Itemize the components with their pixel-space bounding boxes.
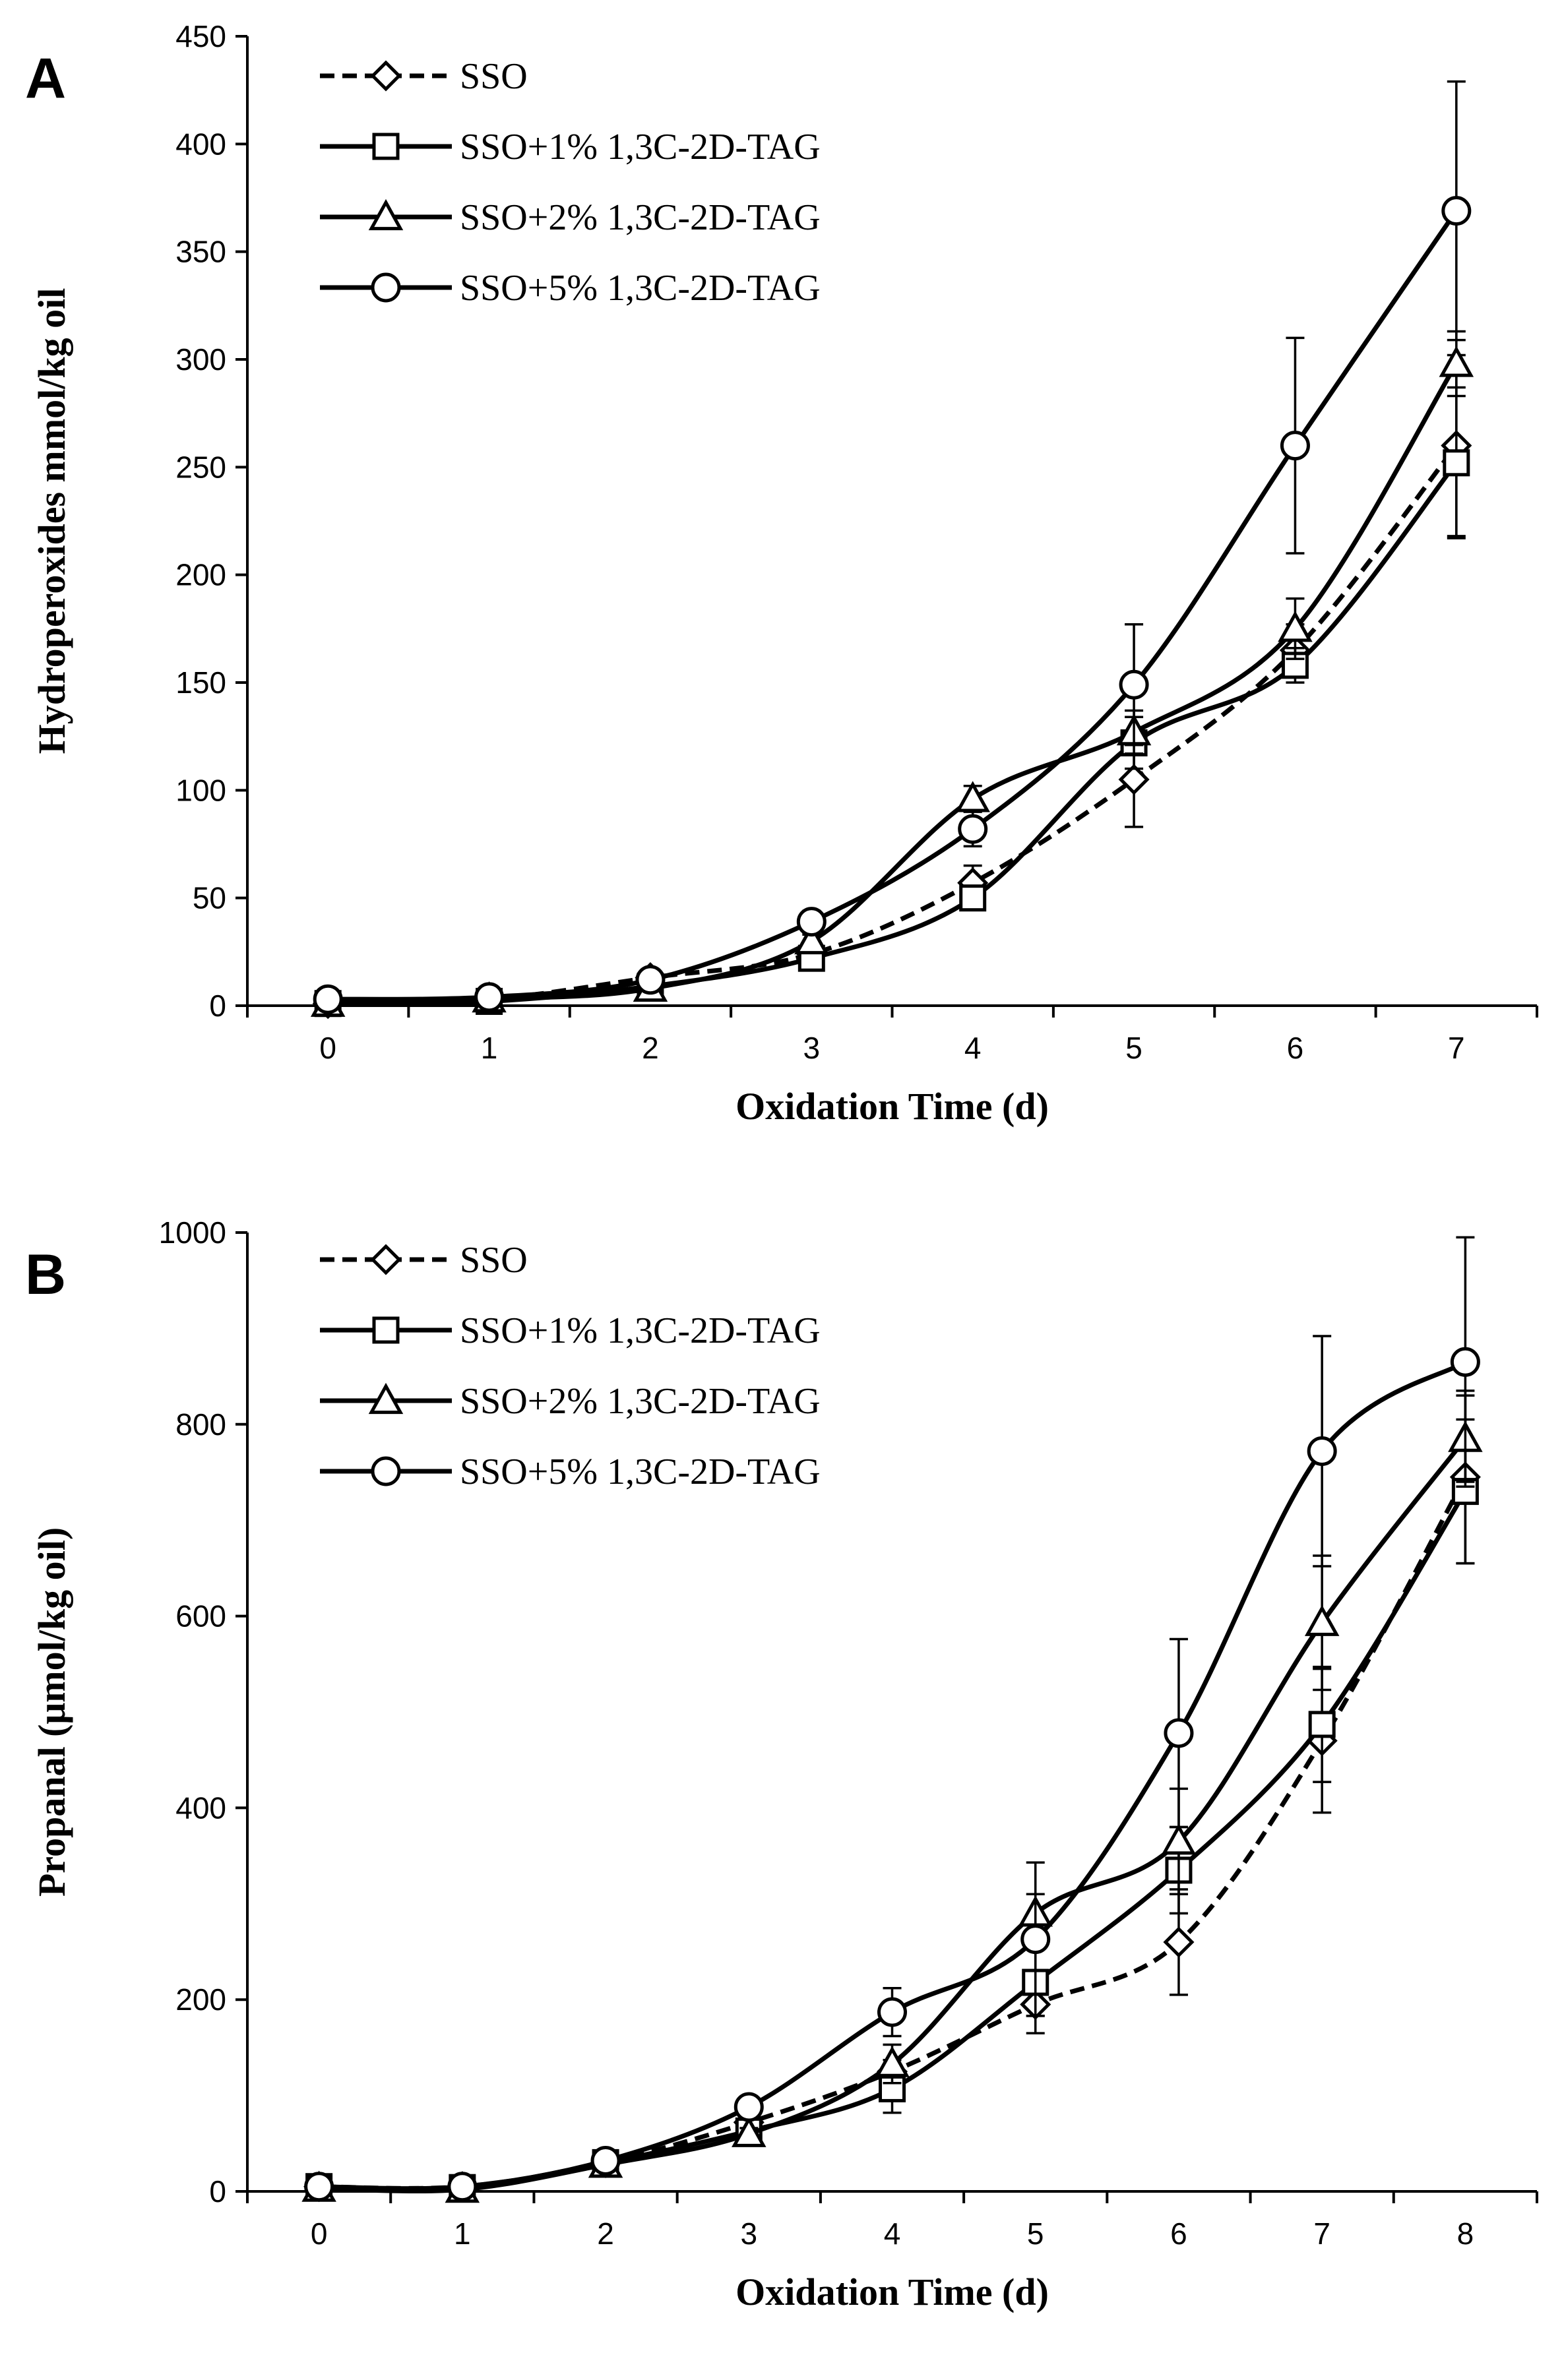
data-point: [1163, 1926, 1195, 1958]
panel-label: B: [25, 1243, 66, 1306]
x-tick-label: 0: [311, 2216, 328, 2251]
data-point: [313, 984, 343, 1014]
x-tick-label: 4: [964, 1031, 982, 1065]
data-point: [1441, 196, 1472, 226]
y-tick-label: 400: [175, 127, 226, 161]
x-axis-title: Oxidation Time (d): [735, 2271, 1049, 2313]
legend-label: SSO+1% 1,3C-2D-TAG: [460, 1310, 821, 1351]
y-tick-label: 800: [175, 1407, 226, 1442]
data-point: [875, 2046, 910, 2077]
y-tick-label: 50: [193, 881, 226, 915]
y-tick-label: 1000: [159, 1215, 226, 1250]
y-tick-label: 100: [175, 773, 226, 807]
y-tick-label: 400: [175, 1790, 226, 1825]
data-point: [958, 814, 988, 844]
y-axis-title: Hydroperoxides mmol/kg oil: [30, 288, 73, 754]
data-point: [734, 2092, 764, 2122]
legend-label: SSO+2% 1,3C-2D-TAG: [460, 1381, 821, 1422]
data-point: [1307, 1436, 1337, 1467]
legend-marker: [368, 1382, 404, 1415]
legend-marker: [370, 1244, 402, 1275]
legend-label: SSO: [460, 56, 528, 97]
x-tick-label: 8: [1457, 2216, 1474, 2251]
legend-marker: [370, 60, 402, 92]
x-tick-label: 0: [319, 1031, 336, 1065]
series-circle: [304, 1236, 1480, 2202]
data-point: [1308, 1711, 1336, 1738]
y-tick-label: 200: [175, 1982, 226, 2017]
data-point: [1450, 1347, 1480, 1377]
data-point: [877, 1997, 907, 2027]
y-axis-title: Propanal (μmol/kg oil): [30, 1527, 73, 1897]
data-point: [796, 907, 827, 937]
data-point: [959, 884, 987, 912]
panel-label: A: [25, 47, 66, 110]
panel-b-chart: B 0 200 400 600 800 1000 0 1 2 3 4 5 6 7 8 Oxidation Tim…: [25, 1215, 1538, 2313]
legend-label: SSO: [460, 1240, 528, 1281]
x-tick-label: 7: [1448, 1031, 1465, 1065]
series-circle: [313, 80, 1472, 1014]
data-point: [1118, 764, 1150, 795]
legend-label: SSO+2% 1,3C-2D-TAG: [460, 197, 821, 238]
legend-marker: [368, 198, 404, 231]
legend-label: SSO+1% 1,3C-2D-TAG: [460, 127, 821, 168]
y-tick-label: 600: [175, 1599, 226, 1633]
x-tick-label: 1: [481, 1031, 498, 1065]
series-line: [319, 1360, 1467, 2191]
y-tick-label: 300: [175, 342, 226, 377]
y-tick-label: 200: [175, 558, 226, 592]
legend-marker: [372, 133, 400, 160]
data-point: [635, 965, 666, 995]
panel-a-chart: A 0 50 100 150 200 250 300 350 400 450 0 1 2 3 4 5 6 7 Oxid…: [25, 19, 1538, 1128]
y-tick-label: 250: [175, 450, 226, 484]
legend-marker: [371, 1456, 401, 1486]
x-tick-label: 1: [454, 2216, 471, 2251]
x-tick-label: 3: [803, 1031, 821, 1065]
legend-marker: [372, 1316, 400, 1344]
x-tick-label: 4: [884, 2216, 901, 2251]
x-tick-label: 7: [1313, 2216, 1330, 2251]
data-point: [794, 923, 829, 955]
x-tick-label: 5: [1125, 1031, 1142, 1065]
x-tick-label: 5: [1027, 2216, 1044, 2251]
y-tick-label: 0: [209, 2174, 226, 2209]
y-tick-label: 450: [175, 19, 226, 53]
y-tick-label: 0: [209, 989, 226, 1023]
x-tick-label: 6: [1170, 2216, 1187, 2251]
x-tick-label: 2: [642, 1031, 659, 1065]
legend-label: SSO+5% 1,3C-2D-TAG: [460, 1451, 821, 1492]
x-tick-label: 6: [1287, 1031, 1304, 1065]
data-point: [955, 781, 990, 812]
data-point: [1020, 1924, 1051, 1955]
data-point: [1119, 669, 1149, 700]
data-point: [474, 982, 505, 1012]
data-point: [590, 2145, 621, 2176]
x-tick-label: 2: [597, 2216, 614, 2251]
legend: SSO SSO+1% 1,3C-2D-TAG SSO+2% 1,3C-2D-TAG S…: [320, 1240, 821, 1492]
legend: SSO SSO+1% 1,3C-2D-TAG SSO+2% 1,3C-2D-TAG S…: [320, 56, 821, 309]
series-triangle: [310, 330, 1474, 1017]
data-point: [1304, 1604, 1340, 1636]
x-tick-label: 3: [740, 2216, 757, 2251]
data-point: [1278, 611, 1313, 642]
data-point: [304, 2172, 334, 2202]
data-point: [1439, 346, 1474, 377]
data-point: [1164, 1718, 1194, 1748]
legend-label: SSO+5% 1,3C-2D-TAG: [460, 268, 821, 309]
data-point: [1161, 1823, 1197, 1855]
data-point: [1280, 431, 1310, 461]
data-point: [732, 2116, 766, 2147]
data-point: [447, 2172, 478, 2202]
y-tick-label: 150: [175, 665, 226, 700]
y-tick-label: 350: [175, 235, 226, 269]
data-point: [1443, 449, 1470, 477]
legend-marker: [371, 272, 401, 303]
x-axis-title: Oxidation Time (d): [735, 1085, 1049, 1128]
